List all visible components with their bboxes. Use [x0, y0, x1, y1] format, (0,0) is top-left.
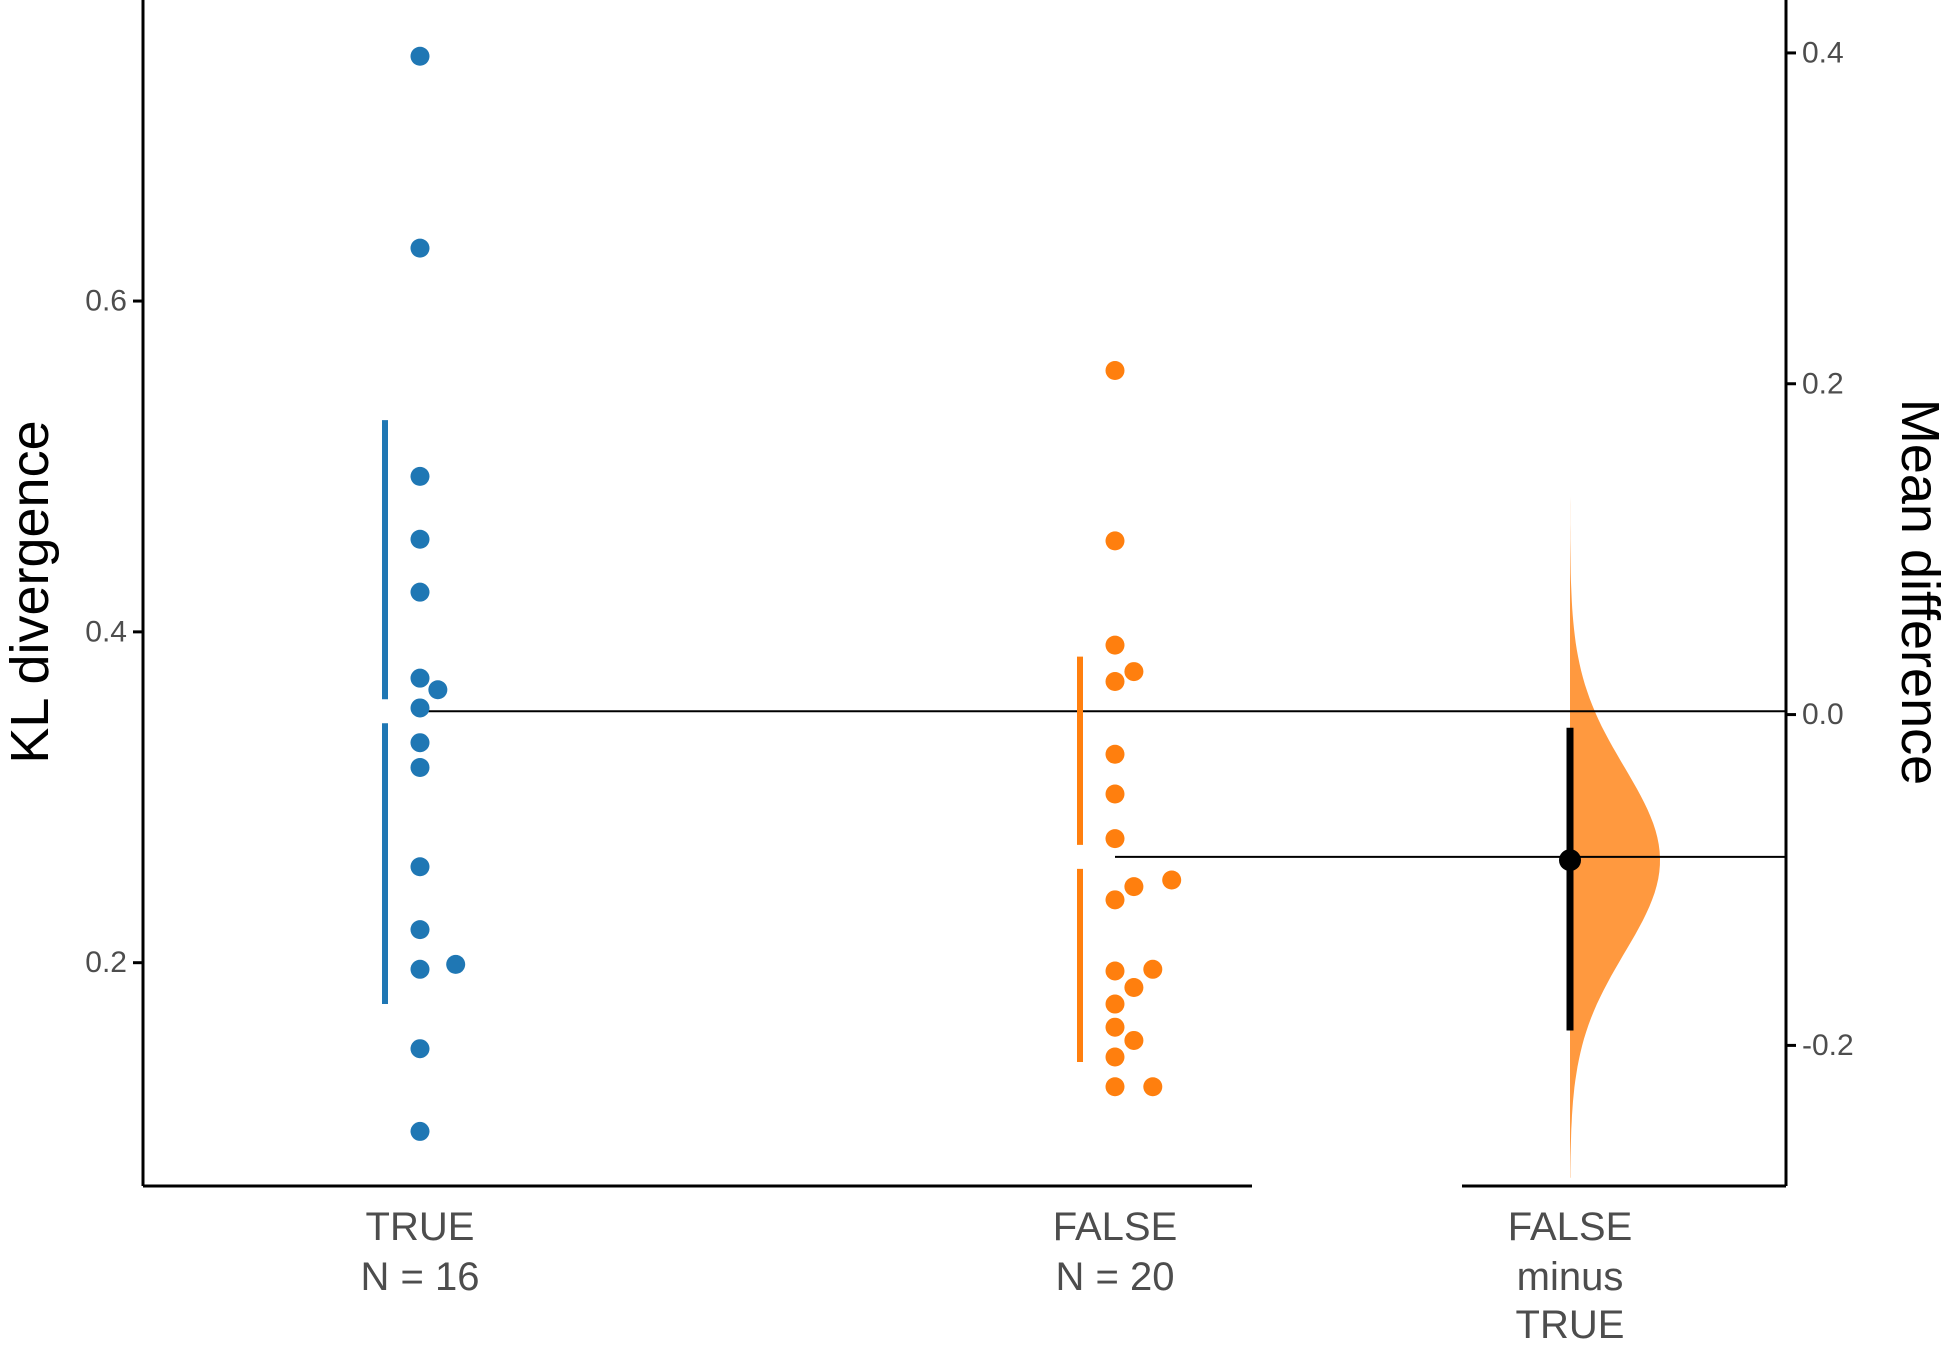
- x-category-label-true: TRUE: [366, 1205, 475, 1249]
- y-tick-label: 0.4: [85, 615, 127, 648]
- data-point-false: [1105, 829, 1125, 849]
- data-point-false: [1105, 784, 1125, 804]
- data-point-true: [410, 529, 430, 549]
- data-point-false: [1105, 361, 1125, 381]
- data-point-false: [1124, 978, 1144, 998]
- data-point-false: [1105, 744, 1125, 764]
- x-category-count-false: N = 20: [1056, 1255, 1175, 1299]
- y-tick-label: 0.2: [85, 946, 127, 979]
- right-y-tick-label: 0.0: [1802, 698, 1844, 731]
- right-y-tick-label: 0.2: [1802, 367, 1844, 400]
- data-point-false: [1105, 890, 1125, 910]
- data-point-false: [1143, 959, 1163, 979]
- x-category-label-false: FALSE: [1053, 1205, 1178, 1249]
- data-point-false: [1105, 994, 1125, 1014]
- reference-lines: [420, 710, 1786, 858]
- data-point-true: [410, 466, 430, 486]
- data-point-true: [410, 46, 430, 66]
- data-point-true: [410, 582, 430, 602]
- data-point-false: [1105, 1077, 1125, 1097]
- bootstrap-distribution: [1570, 483, 1660, 1178]
- data-point-false: [1105, 1047, 1125, 1067]
- data-point-false: [1105, 531, 1125, 551]
- bootstrap-density: [1570, 483, 1660, 1178]
- data-point-false: [1143, 1077, 1163, 1097]
- data-point-false: [1124, 1030, 1144, 1050]
- data-point-true: [410, 959, 430, 979]
- right-y-tick-label: -0.2: [1802, 1029, 1854, 1062]
- data-point-true: [410, 698, 430, 718]
- data-point-true: [410, 758, 430, 778]
- data-point-false: [1105, 671, 1125, 691]
- data-point-true: [446, 954, 466, 974]
- data-point-true: [410, 1039, 430, 1059]
- data-point-false: [1105, 635, 1125, 655]
- right-y-axis-title: Mean difference: [1890, 399, 1950, 785]
- data-point-true: [410, 668, 430, 688]
- data-point-false: [1105, 1017, 1125, 1037]
- y-tick-label: 0.6: [85, 285, 127, 318]
- confidence-interval: [1559, 727, 1581, 1031]
- mean-difference-point: [1559, 849, 1581, 872]
- data-point-true: [428, 680, 448, 700]
- sd-bars: [382, 420, 1083, 1062]
- data-point-false: [1124, 877, 1144, 897]
- data-point-true: [410, 733, 430, 753]
- data-point-false: [1105, 961, 1125, 981]
- x-category-count-true: N = 16: [361, 1255, 480, 1299]
- right-y-tick-label: 0.4: [1802, 36, 1844, 69]
- data-point-false: [1162, 870, 1182, 890]
- data-point-false: [1124, 662, 1144, 682]
- data-point-true: [410, 238, 430, 258]
- x-difference-label-line2: minus: [1517, 1255, 1624, 1299]
- data-point-true: [410, 857, 430, 877]
- y-axis-title: KL divergence: [0, 420, 60, 763]
- data-point-true: [410, 920, 430, 940]
- x-difference-label-line1: FALSE: [1508, 1205, 1633, 1249]
- x-difference-label-line3: TRUE: [1516, 1303, 1625, 1347]
- data-point-true: [410, 1121, 430, 1141]
- axes-frame: [141, 0, 1788, 1188]
- tick-marks: [133, 51, 1796, 1047]
- data-points: [410, 46, 1182, 1141]
